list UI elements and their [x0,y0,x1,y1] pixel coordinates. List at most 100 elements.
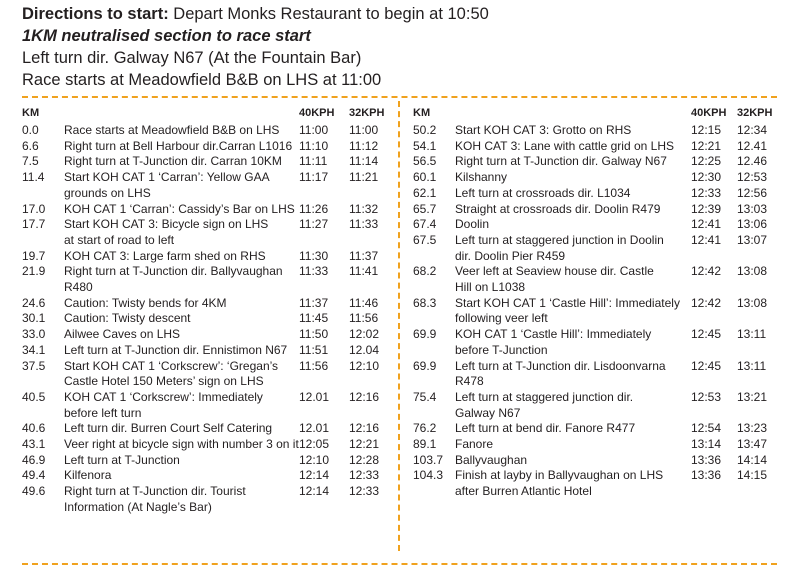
row-time-32kph: 12:56 [737,185,768,200]
row-time-40kph: 12.01 [299,389,330,404]
table-row: 60.1 Kilshanny 12:30 12:53 [413,170,778,186]
row-time-40kph: 11:56 [299,358,329,373]
row-km: 17.0 [22,201,46,216]
row-time-40kph: 12:45 [691,327,722,342]
row-time-40kph: 12:42 [691,264,722,279]
directions-label: Directions to start: [22,5,169,23]
kph32-header: 32KPH [737,107,773,119]
row-description: Caution: Twisty bends for 4KM [64,295,227,310]
row-km: 11.4 [22,170,45,185]
table-row: 69.9 Left turn at T-Junction dir. Lisdoon… [413,359,778,390]
row-time-32kph: 14:14 [737,452,768,467]
row-description: Right turn at T-Junction dir. Galway N67 [455,154,667,169]
bottom-divider [22,563,777,565]
table-row: 7.5 Right turn at T-Junction dir. Carran … [22,154,390,170]
km-header: KM [413,107,431,119]
row-km: 89.1 [413,437,437,452]
row-time-40kph: 13:36 [691,452,722,467]
row-description: KOH CAT 1 ‘Corkscrew’: Immediately befor… [64,389,263,420]
row-time-32kph: 13:07 [737,232,768,247]
row-km: 76.2 [413,421,437,436]
route-table-left: KM 40KPH 32KPH 0.0 Race starts at Meadowf… [22,106,390,516]
row-description: Kilfenora [64,468,112,483]
row-time-40kph: 12:14 [299,468,330,483]
row-time-40kph: 11:37 [299,295,329,310]
row-time-32kph: 12:34 [737,123,768,137]
row-description: Veer left at Seaview house dir. Castle H… [455,264,654,295]
row-time-32kph: 12:16 [349,389,380,404]
row-time-32kph: 12:16 [349,421,380,436]
row-time-40kph: 13:14 [691,437,722,452]
row-description: Left turn at staggered junction in Dooli… [455,232,664,263]
row-km: 54.1 [413,138,437,153]
row-description: Race starts at Meadowfield B&B on LHS [64,123,280,137]
row-time-40kph: 11:33 [299,264,329,279]
row-time-32kph: 11:33 [349,217,379,232]
table-row: 40.5 KOH CAT 1 ‘Corkscrew’: Immediately b… [22,390,390,421]
table-row: 56.5 Right turn at T-Junction dir. Galway… [413,154,778,170]
row-time-32kph: 13:47 [737,437,768,452]
table-row: 76.2 Left turn at bend dir. Fanore R477 12… [413,421,778,437]
row-km: 49.6 [22,484,46,499]
row-time-32kph: 12.04 [349,342,380,357]
row-km: 69.9 [413,358,437,373]
kph40-header: 40KPH [691,107,727,119]
row-description: Doolin [455,217,490,232]
row-time-40kph: 12:42 [691,295,722,310]
row-description: Left turn at T-Junction dir. Ennistimon … [64,342,288,357]
directions-line: Directions to start: Depart Monks Restau… [22,3,489,25]
table-row: 49.6 Right turn at T-Junction dir. Touris… [22,484,390,515]
route-table-right: KM 40KPH 32KPH 50.2 Start KOH CAT 3: Grot… [413,106,778,500]
row-time-32kph: 13:06 [737,217,768,232]
row-time-32kph: 11:00 [349,123,379,137]
row-km: 62.1 [413,185,437,200]
row-time-40kph: 11:00 [299,123,329,137]
row-time-32kph: 12:21 [349,437,380,452]
row-km: 65.7 [413,201,437,216]
table-row: 37.5 Start KOH CAT 1 ‘Corkscrew’: ‘Gregan… [22,359,390,390]
row-time-40kph: 12:21 [691,138,722,153]
row-km: 21.9 [22,264,46,279]
row-time-40kph: 13:36 [691,468,722,483]
table-row: 49.4 Kilfenora 12:14 12:33 [22,468,390,484]
row-description: Ailwee Caves on LHS [64,327,181,342]
row-km: 43.1 [22,437,46,452]
table-row: 24.6 Caution: Twisty bends for 4KM 11:37 11… [22,296,390,312]
row-km: 60.1 [413,170,437,185]
directions-text: Depart Monks Restaurant to begin at 10:5… [168,5,489,23]
row-km: 34.1 [22,342,46,357]
row-time-32kph: 11:56 [349,311,379,326]
row-description: Start KOH CAT 3: Grotto on RHS [455,123,632,137]
table-row: 67.5 Left turn at staggered junction in D… [413,233,778,264]
row-time-40kph: 12:25 [691,154,722,169]
row-time-32kph: 13:11 [737,358,767,373]
row-time-40kph: 11:51 [299,342,329,357]
row-description: Fanore [455,437,494,452]
row-km: 17.7 [22,217,46,232]
row-time-40kph: 11:50 [299,327,329,342]
row-description: Left turn at T-Junction [64,452,180,467]
table-row: 6.6 Right turn at Bell Harbour dir.Carran… [22,139,390,155]
row-time-40kph: 12:45 [691,358,722,373]
row-km: 6.6 [22,138,39,153]
table-row: 17.7 Start KOH CAT 3: Bicycle sign on LHS… [22,217,390,248]
row-time-32kph: 13:08 [737,264,768,279]
row-km: 104.3 [413,468,444,483]
table-row: 21.9 Right turn at T-Junction dir. Ballyv… [22,264,390,295]
table-row: 34.1 Left turn at T-Junction dir. Ennisti… [22,343,390,359]
row-km: 56.5 [413,154,437,169]
row-time-32kph: 13:08 [737,295,768,310]
table-row: 11.4 Start KOH CAT 1 ‘Carran’: Yellow GAA… [22,170,390,201]
row-time-40kph: 12.01 [299,421,330,436]
table-header: KM 40KPH 32KPH [413,106,778,123]
row-time-32kph: 12:33 [349,484,380,499]
row-time-40kph: 12:30 [691,170,722,185]
row-description: Finish at layby in Ballyvaughan on LHS a… [455,468,664,499]
table-header: KM 40KPH 32KPH [22,106,390,123]
turn-instruction: Left turn dir. Galway N67 (At the Founta… [22,49,362,67]
row-description: Left turn at T-Junction dir. Lisdoonvarn… [455,358,666,389]
row-time-40kph: 11:11 [299,154,328,169]
row-time-32kph: 13:23 [737,421,768,436]
row-km: 75.4 [413,389,437,404]
row-time-32kph: 12:10 [349,358,380,373]
